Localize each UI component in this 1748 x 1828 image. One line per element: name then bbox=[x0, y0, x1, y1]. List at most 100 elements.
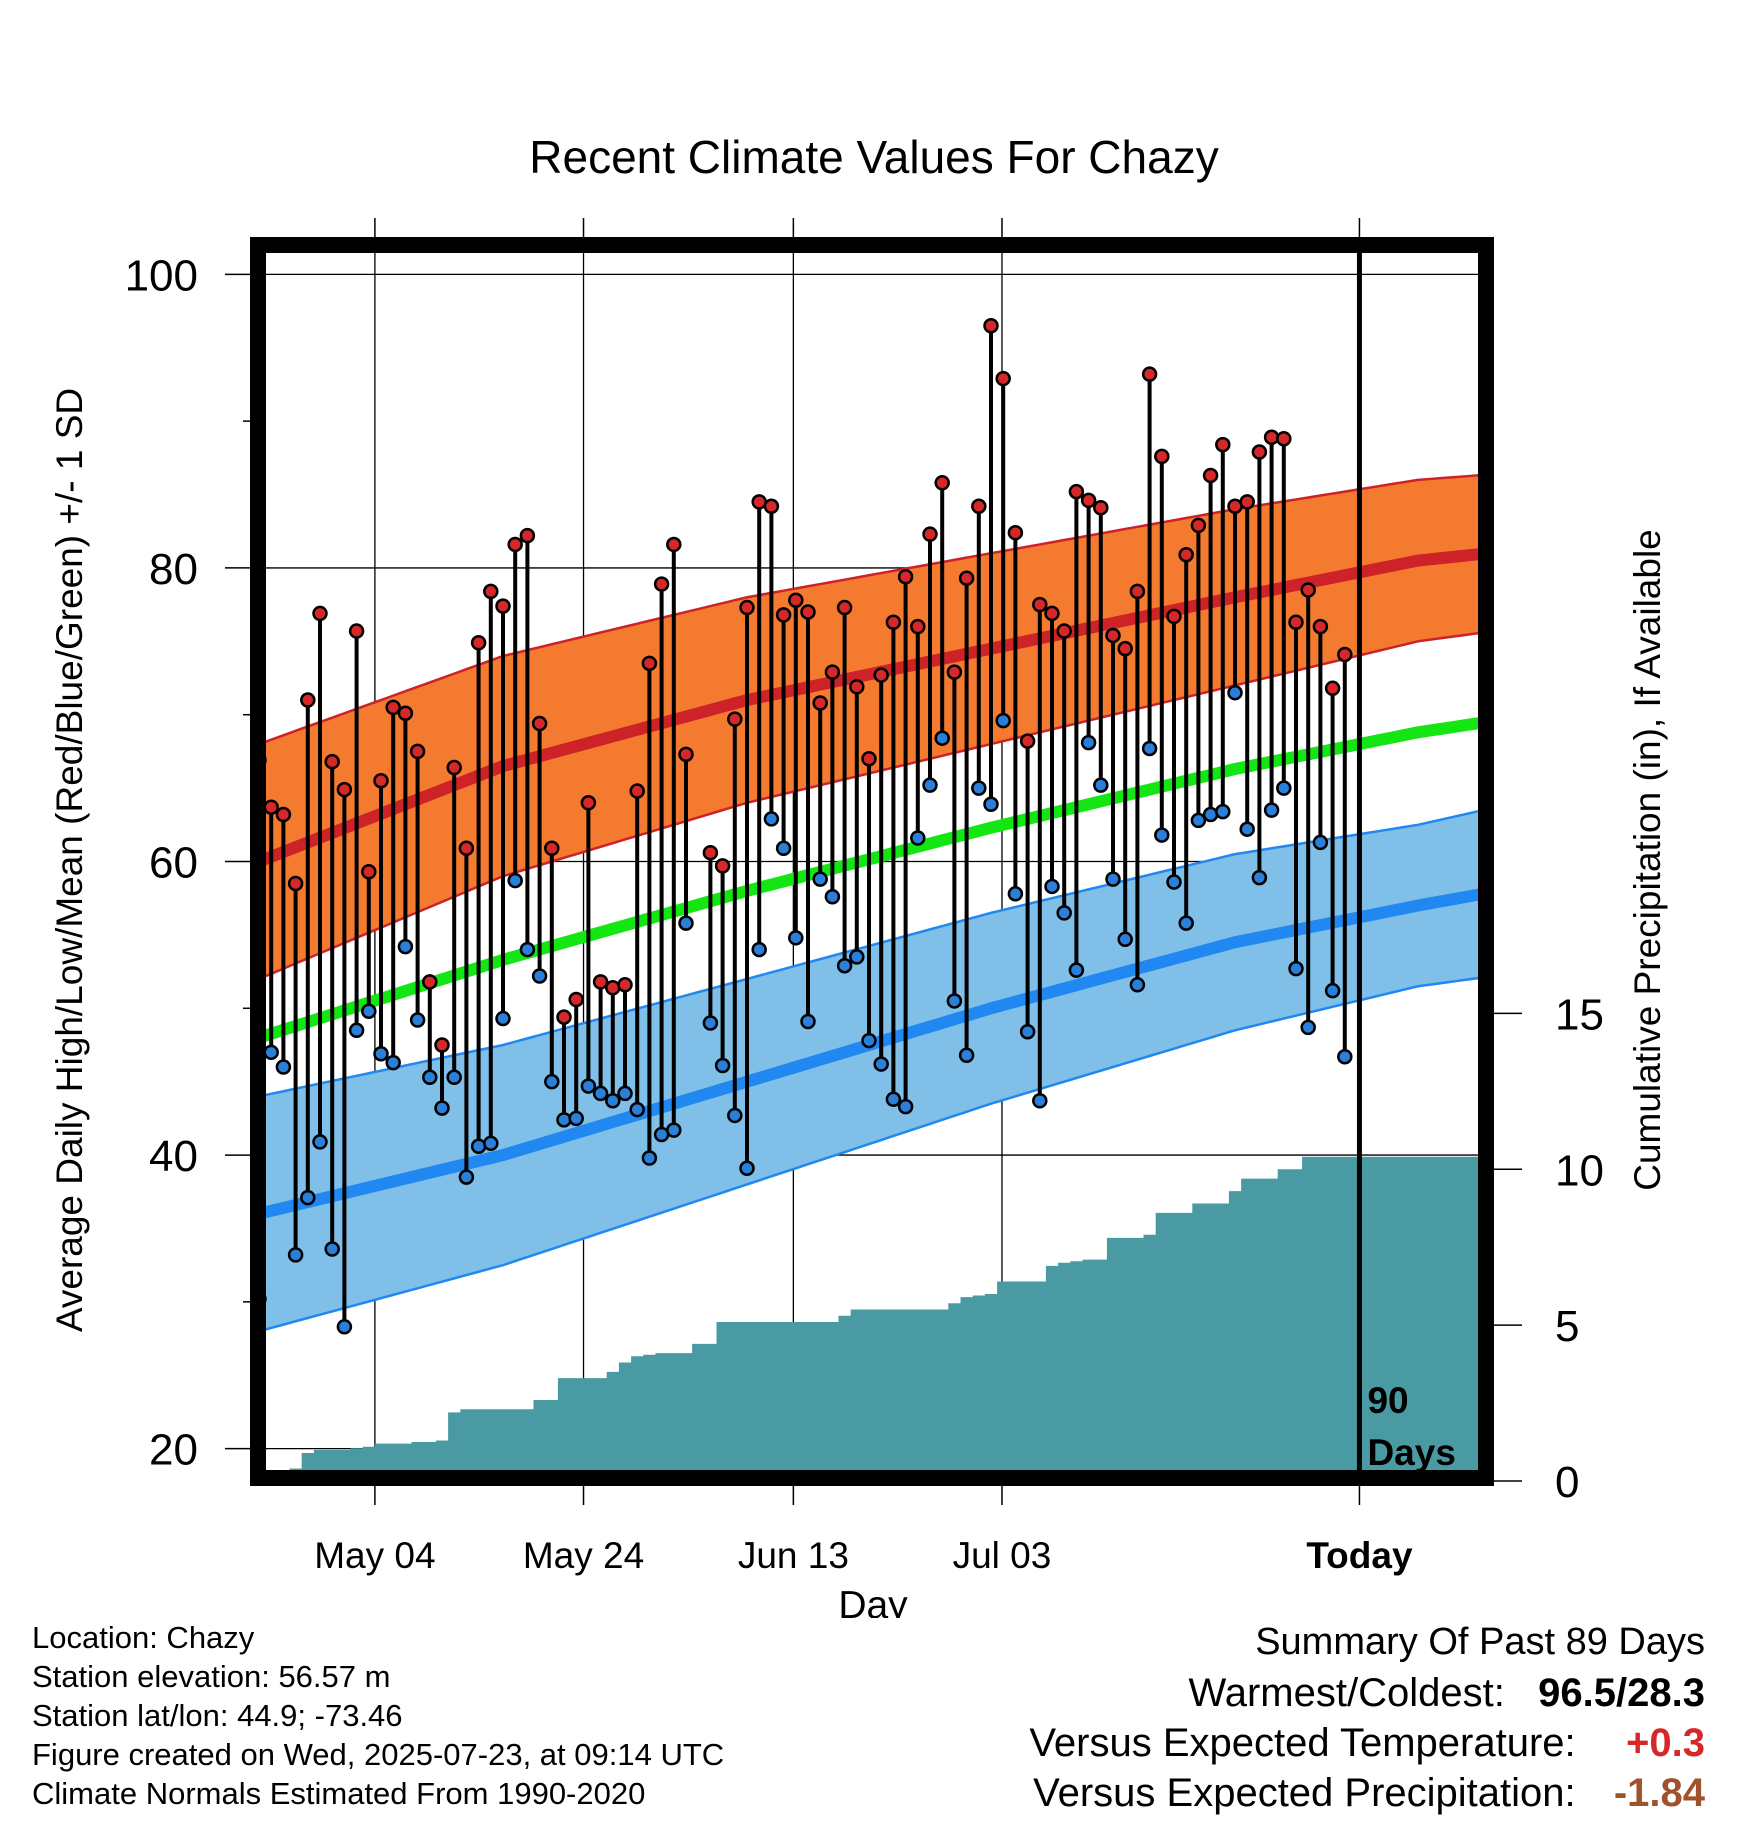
low-point bbox=[1239, 821, 1255, 837]
y-tick-label: 100 bbox=[125, 251, 198, 300]
low-point bbox=[531, 968, 548, 984]
observations bbox=[258, 317, 1353, 1335]
temp-row: Versus Expected Temperature: +0.3 bbox=[1029, 1718, 1705, 1768]
precip-row: Versus Expected Precipitation: -1.84 bbox=[1029, 1768, 1705, 1818]
low-point bbox=[592, 1085, 609, 1102]
high-point bbox=[836, 599, 853, 616]
low-point bbox=[800, 1013, 816, 1030]
high-point bbox=[910, 618, 926, 635]
high-point bbox=[812, 695, 828, 711]
high-point bbox=[1263, 429, 1280, 446]
high-point bbox=[1312, 618, 1329, 635]
high-point bbox=[714, 858, 731, 874]
low-point bbox=[1044, 878, 1060, 895]
x-tick-label: Jun 13 bbox=[738, 1535, 849, 1576]
low-point bbox=[544, 1073, 560, 1090]
high-point bbox=[763, 498, 780, 515]
high-point bbox=[373, 773, 389, 789]
high-point bbox=[300, 692, 316, 708]
warmest-label: Warmest/Coldest: bbox=[1188, 1671, 1505, 1715]
low-point bbox=[1154, 827, 1170, 843]
high-point bbox=[434, 1037, 450, 1053]
high-point bbox=[312, 605, 328, 622]
high-point bbox=[995, 370, 1011, 387]
low-point bbox=[836, 957, 853, 974]
high-point bbox=[580, 795, 597, 811]
high-point bbox=[922, 526, 938, 542]
high-point bbox=[385, 699, 401, 716]
low-point bbox=[751, 941, 767, 958]
low-point bbox=[1178, 915, 1194, 931]
normals-text: Climate Normals Estimated From 1990-2020 bbox=[32, 1776, 646, 1811]
low-point bbox=[1263, 802, 1280, 818]
low-point bbox=[1337, 1048, 1353, 1065]
high-point bbox=[873, 667, 889, 683]
low-point bbox=[1117, 931, 1133, 948]
high-point bbox=[1117, 640, 1133, 657]
high-point bbox=[641, 655, 658, 672]
low-point bbox=[397, 938, 414, 955]
low-point bbox=[361, 1003, 377, 1019]
high-point bbox=[1032, 596, 1048, 613]
high-point bbox=[653, 576, 670, 592]
low-point bbox=[1251, 869, 1268, 886]
high-point bbox=[531, 715, 548, 732]
high-point bbox=[666, 536, 682, 553]
created-text: Figure created on Wed, 2025-07-23, at 09… bbox=[32, 1737, 725, 1772]
high-point bbox=[739, 599, 755, 616]
high-point bbox=[727, 711, 743, 727]
high-point bbox=[617, 977, 633, 993]
y2-tick-label: 10 bbox=[1555, 1146, 1604, 1195]
high-point bbox=[800, 604, 816, 620]
y2-tick-label: 5 bbox=[1555, 1302, 1579, 1351]
high-point bbox=[958, 570, 975, 586]
summary-panel: Summary Of Past 89 Days Warmest/Coldest:… bbox=[1029, 1616, 1705, 1818]
high-point bbox=[1068, 483, 1085, 500]
low-point bbox=[897, 1098, 914, 1115]
high-point bbox=[397, 705, 414, 721]
low-point bbox=[1141, 740, 1158, 757]
low-point bbox=[446, 1069, 462, 1086]
low-point bbox=[763, 811, 780, 827]
high-point bbox=[519, 527, 536, 544]
location-text: Location: Chazy bbox=[32, 1620, 255, 1655]
low-point bbox=[495, 1010, 511, 1027]
high-point bbox=[897, 568, 914, 585]
low-point bbox=[1019, 1024, 1036, 1040]
low-point bbox=[324, 1241, 340, 1257]
today-days-label: 90 bbox=[1367, 1380, 1408, 1421]
high-point bbox=[861, 751, 877, 767]
high-point bbox=[1337, 646, 1353, 663]
low-point bbox=[1215, 803, 1231, 820]
low-point bbox=[422, 1069, 438, 1086]
low-point bbox=[910, 830, 926, 846]
y2-axis-label: Cumulative Precipitation (in), If Availa… bbox=[1627, 529, 1668, 1191]
low-point bbox=[971, 780, 987, 796]
low-point bbox=[995, 712, 1011, 729]
x-tick-label: May 04 bbox=[314, 1535, 435, 1576]
high-point bbox=[458, 840, 475, 857]
high-point bbox=[1141, 366, 1158, 382]
high-point bbox=[1276, 431, 1292, 447]
high-point bbox=[1202, 467, 1219, 484]
low-point bbox=[1032, 1093, 1048, 1109]
low-point bbox=[849, 949, 865, 965]
high-point bbox=[446, 759, 462, 776]
y-tick-label: 20 bbox=[149, 1426, 198, 1475]
low-normal-band bbox=[258, 809, 1486, 1332]
y-axis-label: Average Daily High/Low/Mean (Red/Blue/Gr… bbox=[49, 388, 90, 1332]
low-point bbox=[1202, 806, 1219, 823]
low-point bbox=[1007, 886, 1024, 902]
latlon-text: Station lat/lon: 44.9; -73.46 bbox=[32, 1698, 403, 1733]
low-point bbox=[1080, 734, 1097, 751]
high-point bbox=[1239, 494, 1255, 510]
low-point bbox=[263, 1044, 279, 1061]
low-point bbox=[385, 1054, 401, 1071]
low-point bbox=[824, 888, 841, 905]
low-point bbox=[788, 930, 804, 946]
low-point bbox=[873, 1056, 889, 1072]
warmest-value: 96.5/28.3 bbox=[1538, 1671, 1705, 1715]
high-point bbox=[1056, 623, 1072, 639]
high-point bbox=[629, 783, 645, 799]
low-normal-line bbox=[258, 887, 1486, 1220]
